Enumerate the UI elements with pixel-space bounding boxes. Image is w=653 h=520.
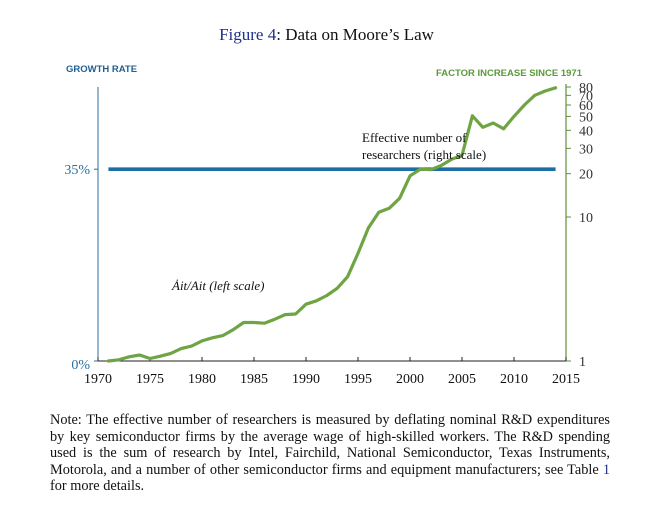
- right-axis-tick-label: 1: [579, 355, 586, 370]
- right-axis-tick-label: 20: [579, 168, 593, 183]
- researchers-annotation-line-1: Effective number of: [362, 130, 467, 145]
- right-axis-tick-label: 70: [579, 89, 593, 104]
- note-text-after: for more details.: [50, 478, 145, 495]
- moores-law-chart: GROWTH RATE FACTOR INCREASE SINCE 1971 0% 3…: [64, 64, 593, 387]
- x-axis-tick-label: 1975: [136, 372, 164, 387]
- right-axis-title: FACTOR INCREASE SINCE 1971: [436, 68, 583, 79]
- researchers-line: [106, 86, 558, 363]
- growth-rate-annotation: Ȧit/Ait (left scale): [171, 278, 264, 293]
- figure-separator: :: [276, 25, 281, 44]
- right-axis-tick-label: 80: [579, 81, 593, 96]
- x-axis-tick-label: 2015: [552, 372, 580, 387]
- figure-note: Note: The effective number of researcher…: [50, 412, 610, 495]
- left-axis-title: GROWTH RATE: [66, 64, 137, 75]
- note-text-before: Note: The effective number of researcher…: [50, 412, 610, 478]
- figure-caption: Data on Moore’s Law: [285, 25, 434, 44]
- x-axis-tick-label: 2000: [396, 372, 424, 387]
- right-axis-tick-label: 60: [579, 99, 593, 114]
- researchers-annotation-line-2: researchers (right scale): [362, 147, 486, 162]
- right-axis-tick-label: 40: [579, 124, 593, 139]
- right-axis-tick-label: 10: [579, 211, 593, 226]
- figure-number: Figure 4: [219, 25, 277, 44]
- figure-title: Figure 4: Data on Moore’s Law: [0, 25, 653, 45]
- left-axis-tick-label: 0%: [71, 358, 90, 373]
- x-axis-tick-label: 1995: [344, 372, 372, 387]
- right-axis-tick-label: 50: [579, 110, 593, 125]
- x-axis-tick-label: 2005: [448, 372, 476, 387]
- right-axis-tick-label: 30: [579, 142, 593, 157]
- x-axis-tick-label: 1990: [292, 372, 320, 387]
- note-table-ref-link[interactable]: 1: [602, 461, 610, 478]
- x-axis-tick-label: 1985: [240, 372, 268, 387]
- left-axis-tick-label: 35%: [64, 163, 90, 178]
- x-axis-tick-label: 1980: [188, 372, 216, 387]
- x-axis-tick-label: 1970: [84, 372, 112, 387]
- x-axis-tick-label: 2010: [500, 372, 528, 387]
